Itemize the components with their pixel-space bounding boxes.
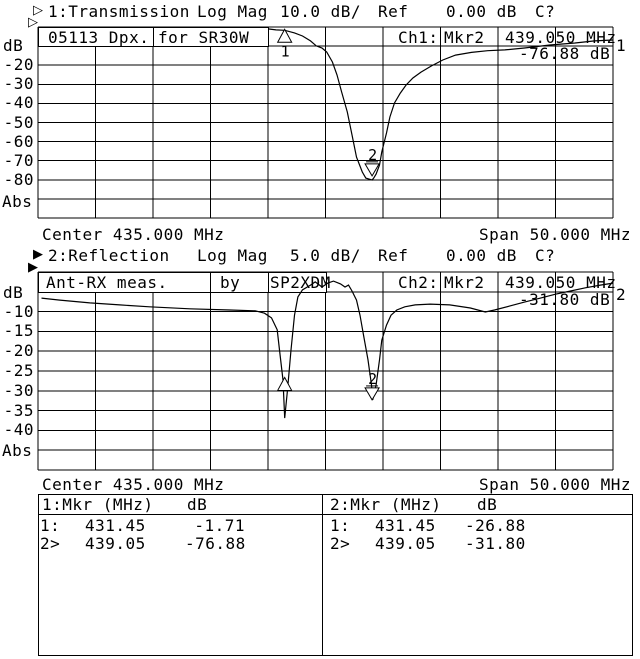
ch2-header-indicator-icon: ▶	[33, 247, 43, 262]
ch2-center-freq: Center 435.000 MHz	[42, 475, 225, 494]
marker-table	[38, 494, 633, 656]
marker-table-right-row1-col3: -26.88	[465, 516, 526, 535]
marker-2-triangle-ch2	[364, 387, 380, 401]
ch2-plot-title-left: Ant-RX meas.	[46, 273, 168, 292]
ch1-marker-label: Mkr2	[444, 28, 485, 47]
marker-table-right-row2-col2: 439.05	[375, 534, 436, 553]
marker-1-digit-ch1: 1	[281, 42, 290, 60]
ch1-y-tick--80: -80	[3, 170, 34, 189]
ch1-scale: 10.0 dB/	[280, 2, 362, 21]
ch1-y-tick--30: -30	[3, 74, 34, 93]
ch2-plot-title-right: SP2XDM	[270, 273, 331, 292]
ch2-marker-value: -31.80 dB	[519, 290, 611, 309]
ch2-ref-label: Ref	[378, 246, 409, 265]
ch1-ref-label: Ref	[378, 2, 409, 21]
ch2-plot-title-mid: by	[220, 273, 241, 292]
ch1-marker-value: -76.88 dB	[519, 44, 611, 63]
marker-table-divider	[322, 494, 323, 655]
marker-table-right-header: 2:Mkr (MHz)	[330, 495, 442, 514]
ch1-cal-status: C?	[535, 2, 556, 21]
ch1-y-tick--40: -40	[3, 93, 34, 112]
marker-table-left-row1-col3: -1.71	[194, 516, 245, 535]
ch1-ref-value: 0.00 dB	[446, 2, 517, 21]
marker-table-left-header: 1:Mkr (MHz)	[42, 495, 154, 514]
marker-1-triangle-ch1	[276, 28, 293, 43]
marker-table-left-row1-col1: 1:	[40, 516, 61, 535]
ch1-y-tick--70: -70	[3, 151, 34, 170]
ch1-plot-title-left: 05113 Dpx.	[48, 28, 150, 47]
marker-table-right-row1-col1: 1:	[330, 516, 351, 535]
ch1-y-tick--60: -60	[3, 132, 34, 151]
ch2-channel-label: Ch2:	[398, 273, 439, 292]
ch1-y-tick--20: -20	[3, 55, 34, 74]
ch2-y-unit: dB	[3, 283, 24, 302]
ch1-plot-title-right: for SR30W	[158, 28, 250, 47]
ch1-span: Span 50.000 MHz	[479, 225, 631, 244]
ch2-abs-label: Abs	[2, 441, 33, 460]
marker-table-right-row2-col1: 2>	[330, 534, 351, 553]
marker-table-left-unit-header: dB	[187, 495, 208, 514]
ch2-marker-label: Mkr2	[444, 273, 485, 292]
ch2-cal-status: C?	[535, 246, 556, 265]
ch1-y-tick--50: -50	[3, 113, 34, 132]
ch2-scale: 5.0 dB/	[290, 246, 361, 265]
marker-table-right-row2-col3: -31.80	[465, 534, 526, 553]
marker-table-left-row2-col2: 439.05	[85, 534, 146, 553]
ch2-ref-value: 0.00 dB	[446, 246, 517, 265]
ch2-y-tick--20: -20	[3, 341, 34, 360]
ch1-format: Log Mag	[197, 2, 268, 21]
marker-table-left-row1-col2: 431.45	[85, 516, 146, 535]
ch2-trace-number: 2	[616, 285, 627, 304]
ch2-active-indicator-icon: ▶	[28, 260, 38, 275]
marker-2-digit-ch1: 2	[368, 146, 377, 164]
ch1-y-unit: dB	[3, 36, 24, 55]
marker-2-triangle-ch1	[364, 163, 380, 177]
ch1-center-freq: Center 435.000 MHz	[42, 225, 225, 244]
ch2-y-tick--15: -15	[3, 321, 34, 340]
marker-table-right-unit-header: dB	[477, 495, 498, 514]
ch2-y-tick--35: -35	[3, 401, 34, 420]
marker-2-digit-ch2: 2	[368, 370, 377, 388]
ch2-title: 2:Reflection	[48, 246, 170, 265]
ch2-y-tick--10: -10	[3, 302, 34, 321]
ch2-span: Span 50.000 MHz	[479, 475, 631, 494]
ch1-header-indicator-icon: ▷	[33, 3, 43, 18]
marker-table-right-row1-col2: 431.45	[375, 516, 436, 535]
marker-table-header-rule	[38, 514, 632, 515]
ch2-marker-freq: 439.050 MHz	[505, 273, 617, 292]
marker-table-left-row2-col3: -76.88	[185, 534, 246, 553]
marker-table-left-row2-col1: 2>	[40, 534, 61, 553]
ch1-trace-number: 1	[616, 36, 627, 55]
ch1-active-indicator-icon: ▷	[28, 15, 38, 30]
ch2-format: Log Mag	[197, 246, 268, 265]
ch1-abs-label: Abs	[2, 192, 33, 211]
marker-1-triangle-ch2	[276, 376, 293, 391]
ch2-y-tick--40: -40	[3, 420, 34, 439]
ch2-y-tick--25: -25	[3, 361, 34, 380]
ch1-title: 1:Transmission	[48, 2, 190, 21]
ch1-channel-label: Ch1:	[398, 28, 439, 47]
ch2-y-tick--30: -30	[3, 381, 34, 400]
